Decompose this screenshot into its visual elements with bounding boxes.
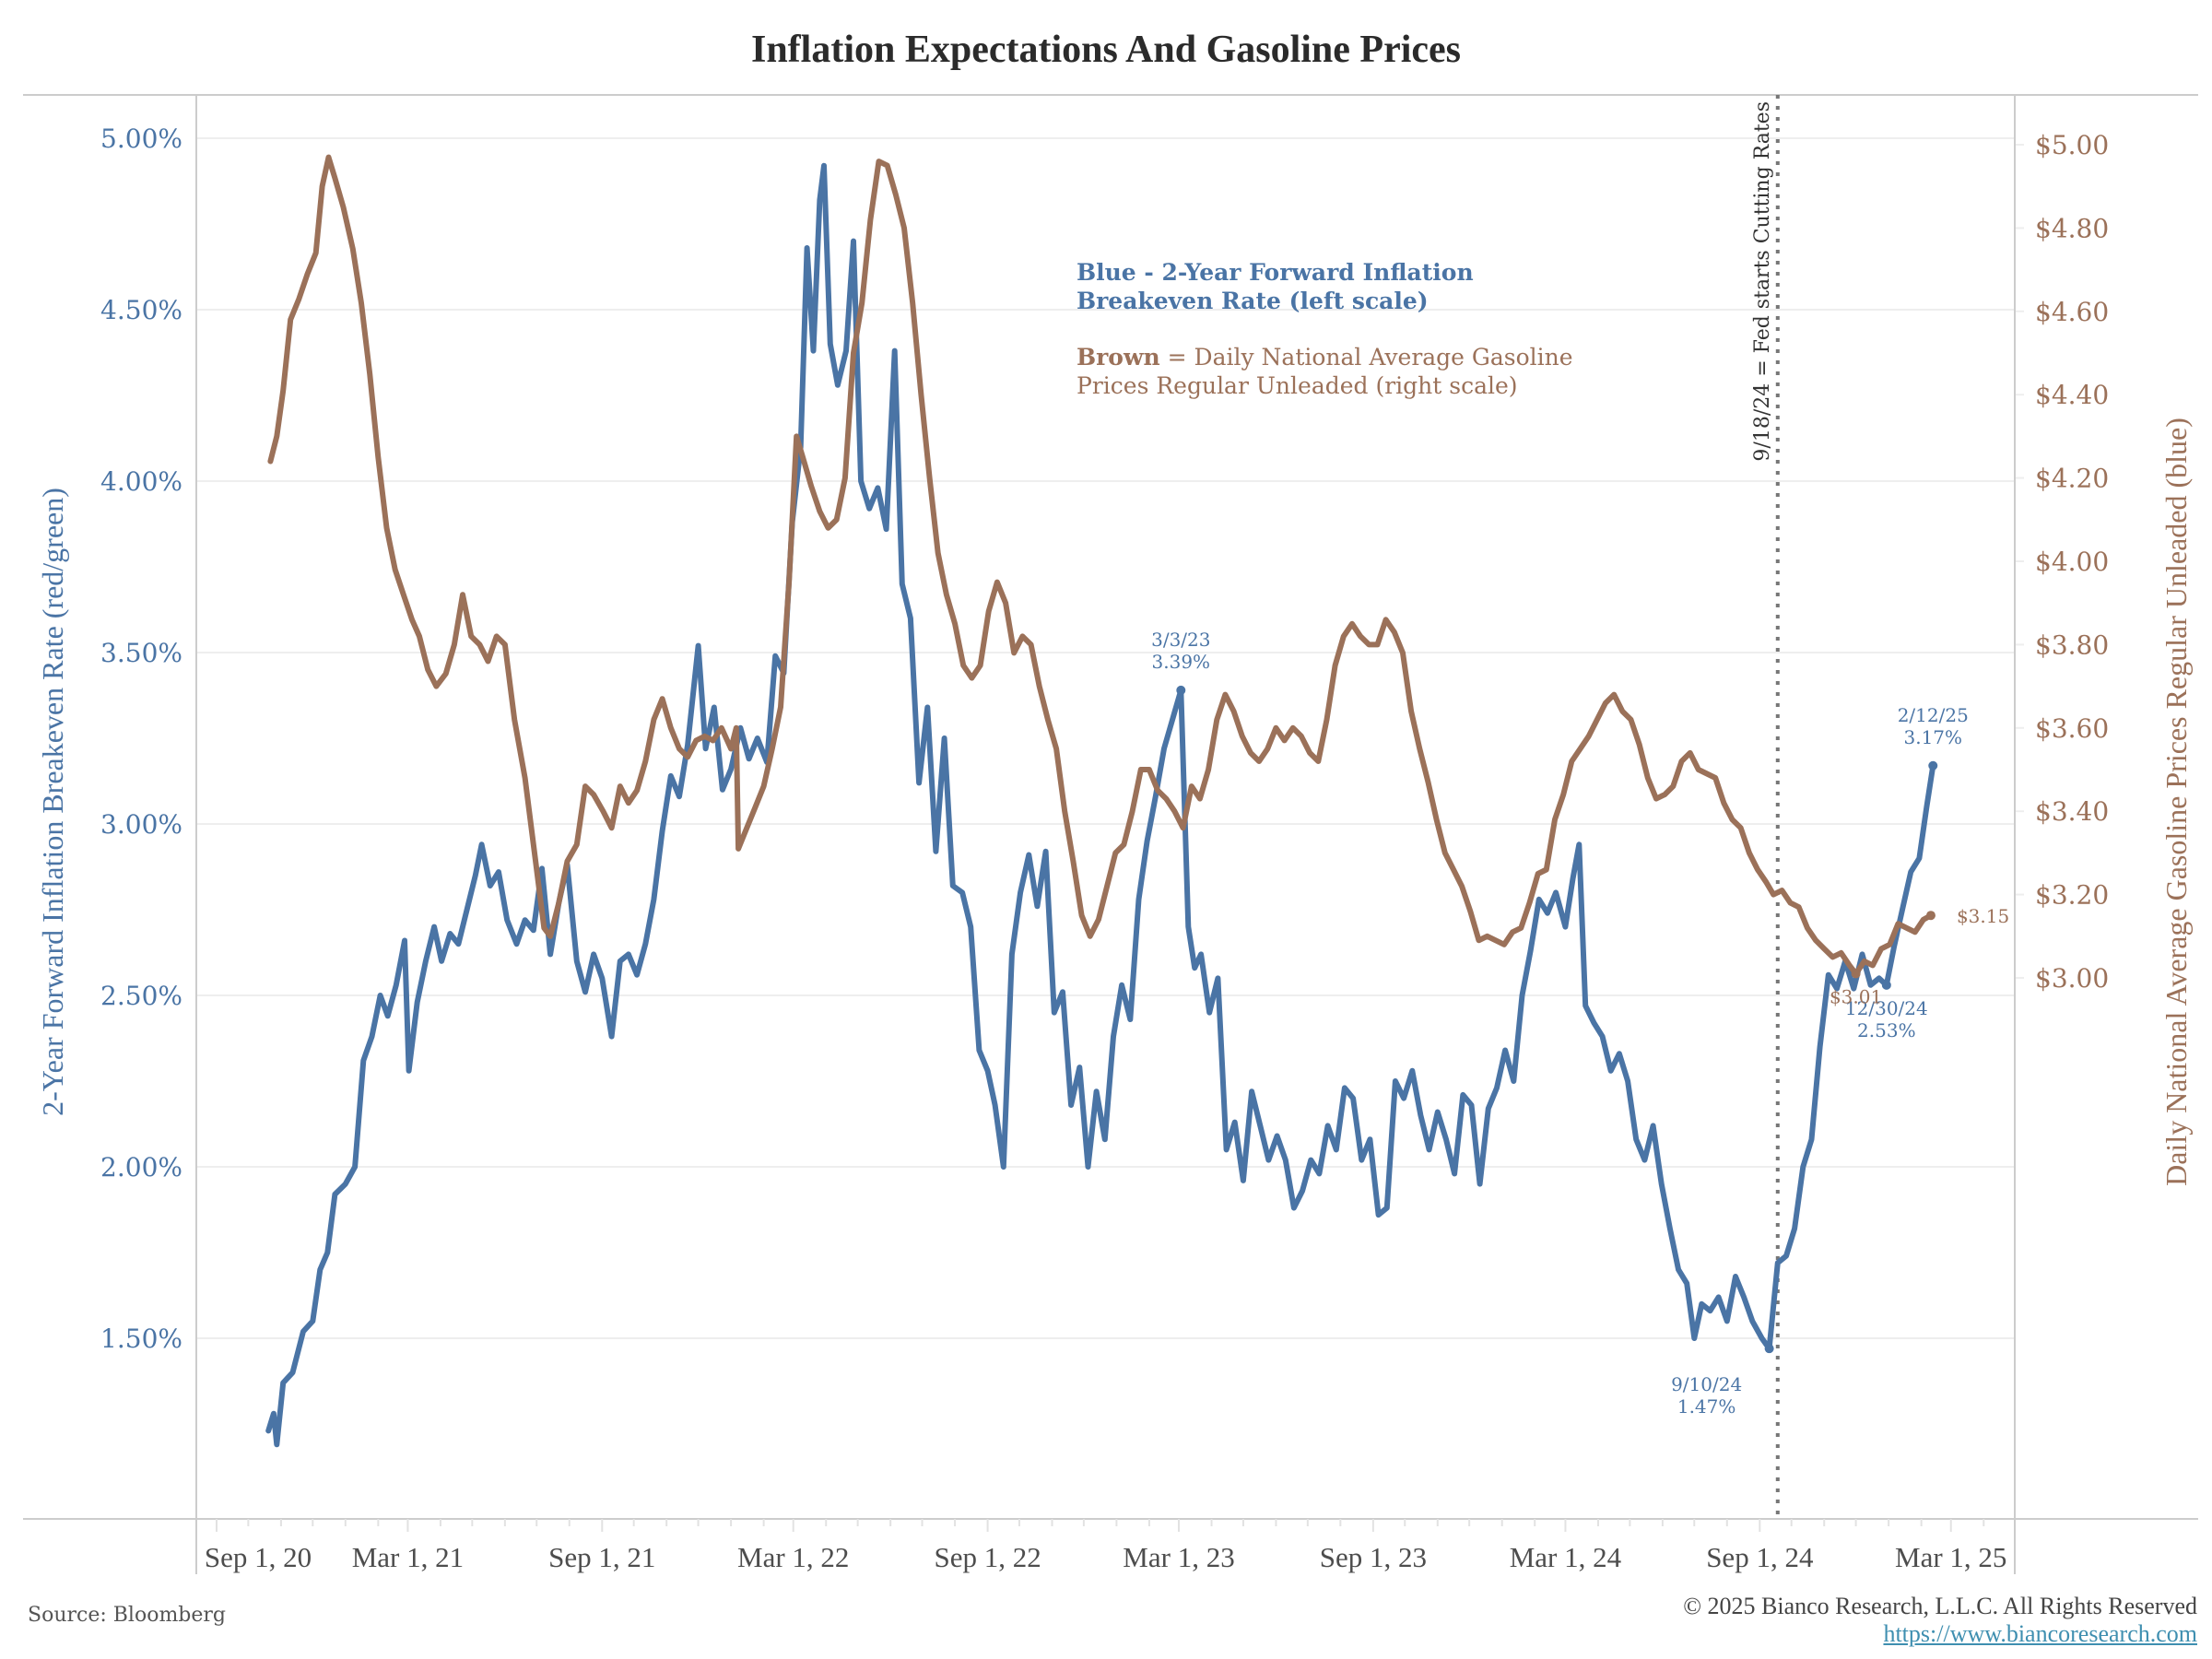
x-tick-label: Sep 1, 21 [548,1541,655,1573]
annotation-label: $3.15 [1957,905,2009,927]
y-right-tick-label: $4.60 [2035,297,2109,327]
x-tick-label: Mar 1, 25 [1895,1541,2006,1573]
annotations: 3/3/233.39% 2/12/253.17% 12/30/242.53% 9/10… [1151,629,2009,1418]
annotation-point [1764,1344,1774,1354]
x-tick-label: Sep 1, 24 [1706,1541,1814,1573]
fed-marker-label: 9/18/24 = Fed starts Cutting Rates [1751,101,1774,462]
series-line-gasoline [267,154,1934,977]
y-right-tick-label: $4.00 [2035,547,2109,577]
legend-brown-bold: Brown [1077,344,1160,371]
x-tick-label: Mar 1, 24 [1510,1541,1622,1573]
x-tick-label: Mar 1, 22 [737,1541,849,1573]
y-left-tick-label: 5.00% [100,124,182,154]
x-tick-label: Sep 1, 23 [1320,1541,1427,1573]
copyright-text: © 2025 Bianco Research, L.L.C. All Right… [1683,1593,2197,1619]
y-left-tick-label: 4.00% [100,466,182,497]
website-link[interactable]: https://www.biancoresearch.com [1883,1620,2197,1647]
legend-brown-text: = Daily National Average Gasoline Prices… [1077,344,1573,399]
x-tick-label: Sep 1, 20 [205,1541,312,1573]
annotation-label: 3.17% [1903,726,1962,748]
annotation-label: 3.39% [1152,651,1211,673]
y-right-axis-title: Daily National Average Gasoline Prices R… [2159,418,2193,1186]
y-right-tick-label: $4.20 [2035,464,2109,494]
y-left-tick-label: 3.00% [100,809,182,840]
axes [23,95,2198,1574]
annotation-point [1881,980,1891,990]
y-right-tick-label: $4.40 [2035,380,2109,410]
annotation-label: 1.47% [1677,1395,1736,1418]
series-lines [265,154,1936,1448]
x-tick-label: Sep 1, 22 [934,1541,1041,1573]
y-right-tick-label: $3.00 [2035,963,2109,994]
legend-blue: Blue - 2-Year Forward Inflation Breakeve… [1077,259,1474,314]
y-left-tick-label: 2.50% [100,981,182,1011]
y-right-tick-label: $3.20 [2035,880,2109,911]
y-right-tick-label: $3.60 [2035,713,2109,744]
y-left-tick-label: 2.00% [100,1152,182,1182]
annotation-label: 2.53% [1857,1019,1916,1041]
y-left-tick-label: 3.50% [100,638,182,668]
annotation-label: 3/3/23 [1151,629,1210,651]
annotation-point [1928,760,1938,771]
tick-labels: 5.00% 4.50% 4.00% 3.50% 3.00% 2.50% 2.00% 1.50%… [36,124,2193,1573]
annotation-label: $3.01 [1830,985,1882,1007]
annotation-point [1851,969,1861,979]
legend: Blue - 2-Year Forward Inflation Breakeve… [1077,258,1593,400]
copyright: © 2025 Bianco Research, L.L.C. All Right… [1683,1593,2197,1648]
x-tick-label: Mar 1, 21 [352,1541,464,1573]
annotation-label: 12/30/24 [1845,997,1928,1019]
y-left-tick-label: 1.50% [100,1324,182,1354]
gridlines [196,137,2015,1339]
y-left-tick-label: 4.50% [100,295,182,325]
legend-brown: Brown = Daily National Average Gasoline … [1077,343,1593,400]
annotation-label: 9/10/24 [1671,1373,1742,1395]
y-right-tick-label: $5.00 [2035,130,2109,160]
annotation-label: 2/12/25 [1898,704,1969,726]
y-right-tick-label: $3.40 [2035,796,2109,827]
y-right-tick-label: $4.80 [2035,213,2109,243]
y-right-tick-label: $3.80 [2035,629,2109,660]
annotation-point [1925,911,1936,921]
source-note: Source: Bloomberg [28,1604,227,1627]
chart-title: Inflation Expectations And Gasoline Pric… [750,29,1462,71]
y-left-axis-title: 2-Year Forward Inflation Breakeven Rate … [36,488,69,1116]
annotation-point [1176,685,1186,695]
x-tick-label: Mar 1, 23 [1123,1541,1234,1573]
